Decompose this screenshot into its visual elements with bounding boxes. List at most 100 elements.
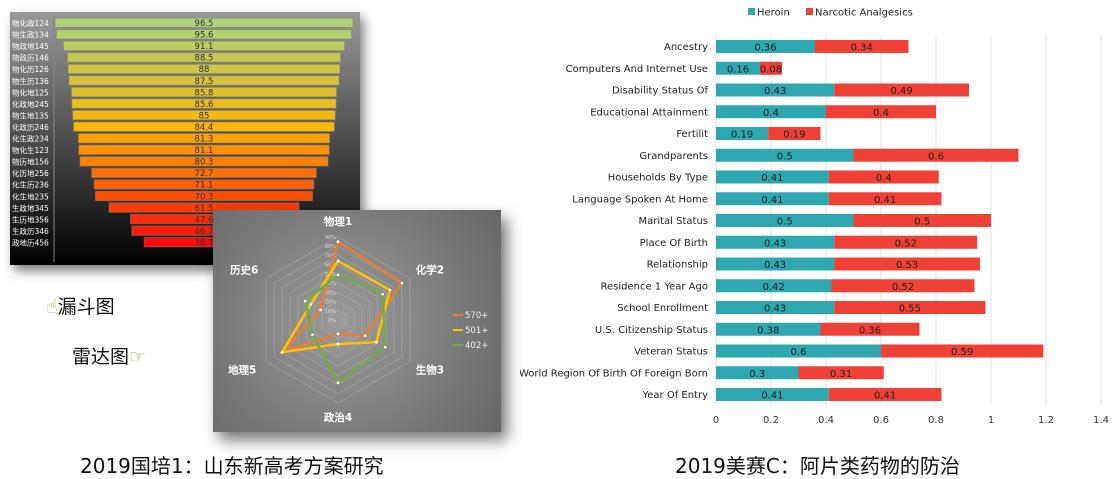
- funnel-category: 物化历126: [12, 64, 49, 74]
- funnel-category: 化政地245: [12, 99, 49, 109]
- funnel-bar: [62, 40, 346, 52]
- radar-point: [336, 381, 340, 385]
- category-label: School Enrollment: [617, 303, 708, 314]
- bar-segment: [768, 127, 821, 140]
- radar-point: [383, 345, 387, 349]
- funnel-value: 70.3: [195, 192, 214, 202]
- bar-segment: [716, 344, 881, 358]
- bar-segment: [826, 105, 936, 119]
- bar-segment: [716, 148, 854, 162]
- radar-point: [336, 240, 340, 243]
- bar-segment: [815, 40, 909, 53]
- data-label: 0.52: [895, 238, 917, 249]
- funnel-category: 化政历246: [12, 122, 49, 132]
- radar-grid: [281, 255, 395, 385]
- funnel-bar: [70, 86, 338, 98]
- funnel-bar: [93, 179, 315, 190]
- data-label: 0.41: [761, 173, 783, 184]
- funnel-bar: [77, 133, 331, 144]
- funnel-value: 38.7: [195, 238, 214, 248]
- bar-segment: [716, 40, 815, 53]
- bar-segment: [716, 105, 826, 119]
- pointing-up-hand-icon: ☝: [46, 296, 58, 318]
- pointing-right-hand-icon: ☞: [129, 346, 147, 368]
- data-label: 0.31: [830, 369, 852, 380]
- data-label: 0.6: [928, 151, 944, 162]
- funnel-category: 化生地235: [12, 191, 49, 201]
- caption-right: 2019美赛C：阿片类药物的防治: [675, 454, 960, 478]
- data-label: 0.34: [851, 43, 873, 54]
- radar-point: [319, 308, 322, 312]
- funnel-bar: [91, 167, 317, 179]
- data-label: 0.19: [731, 130, 753, 141]
- radar-tick: 40%: [325, 281, 336, 287]
- radar-note: 雷达图☞: [72, 346, 147, 368]
- funnel-value: 95.6: [195, 31, 214, 41]
- category-label: Language Spoken At Home: [572, 194, 708, 205]
- data-label: 0.52: [892, 282, 914, 293]
- bar-segment: [716, 170, 829, 184]
- funnel-category: 生历地356: [12, 214, 49, 224]
- funnel-bar: [55, 29, 353, 40]
- legend-label: Narcotic Analgesics: [815, 8, 913, 19]
- data-label: 0.41: [874, 195, 896, 206]
- data-label: 0.4: [876, 173, 892, 184]
- funnel-category: 化历地256: [12, 168, 49, 178]
- funnel-category: 化生政234: [12, 134, 49, 144]
- funnel-category: 物生政134: [12, 30, 49, 40]
- bar-segment: [834, 301, 986, 314]
- radar-axis-label: 历史6: [230, 264, 258, 277]
- category-label: Marital Status: [638, 216, 708, 227]
- legend-label: 570+: [465, 311, 488, 321]
- funnel-value: 81.3: [195, 135, 214, 145]
- x-tick: 0.2: [763, 415, 779, 426]
- legend-label: Heroin: [757, 8, 790, 19]
- funnel-value: 81.1: [195, 146, 214, 156]
- data-label: 0.3: [749, 369, 765, 380]
- radar-axis-label: 地理5: [228, 364, 256, 377]
- funnel-category: 物生历136: [12, 76, 49, 86]
- funnel-value: 85.6: [195, 100, 214, 110]
- x-tick: 1.4: [1093, 415, 1109, 426]
- category-label: Residence 1 Year Ago: [600, 281, 708, 292]
- bar-segment: [716, 235, 835, 249]
- funnel-value: 96.5: [195, 19, 214, 29]
- x-tick: 0.6: [873, 415, 889, 426]
- data-label: 0.41: [761, 391, 783, 402]
- radar-point: [336, 273, 340, 277]
- data-label: 0.59: [951, 347, 973, 358]
- radar-point: [400, 281, 404, 285]
- funnel-note: ☝漏斗图: [46, 296, 115, 318]
- radar-point: [363, 334, 367, 337]
- funnel-value: 71.1: [195, 181, 214, 191]
- x-tick: 1.2: [1038, 415, 1054, 426]
- radar-axis-label: 化学2: [416, 264, 444, 277]
- funnel-bar: [79, 156, 329, 167]
- radar-chart: 0% 10% 20% 30% 40% 50% 60% 70% 80% 90% 物理1 化学2 生物3 政治…: [213, 210, 501, 432]
- funnel-category: 物化生123: [12, 145, 49, 155]
- funnel-value: 80.3: [195, 158, 214, 168]
- x-tick: 0: [713, 415, 719, 426]
- radar-point: [311, 333, 314, 337]
- radar-point: [336, 342, 340, 346]
- bar-segment: [716, 301, 835, 314]
- radar-point: [280, 350, 284, 354]
- radar-axis-label: 物理1: [324, 215, 352, 228]
- category-label: Disability Status Of: [612, 86, 708, 97]
- bar-segment: [831, 279, 975, 293]
- radar-grid: [297, 273, 379, 367]
- x-tick: 1: [988, 415, 994, 426]
- x-tick: 0.4: [818, 415, 834, 426]
- radar-axis-label: 生物3: [416, 364, 444, 377]
- data-label: 0.5: [777, 217, 793, 228]
- legend-label: 501+: [465, 326, 488, 336]
- radar-tick: 20%: [325, 300, 336, 306]
- bar-segment: [716, 83, 835, 97]
- caption-left: 2019国培1：山东新高考方案研究: [80, 454, 384, 478]
- radar-tick: 10%: [325, 309, 336, 315]
- bar-segment: [828, 170, 939, 184]
- radar-tick: 30%: [325, 290, 336, 296]
- data-label: 0.49: [890, 86, 912, 97]
- data-label: 0.16: [727, 64, 749, 75]
- category-label: Households By Type: [608, 173, 708, 184]
